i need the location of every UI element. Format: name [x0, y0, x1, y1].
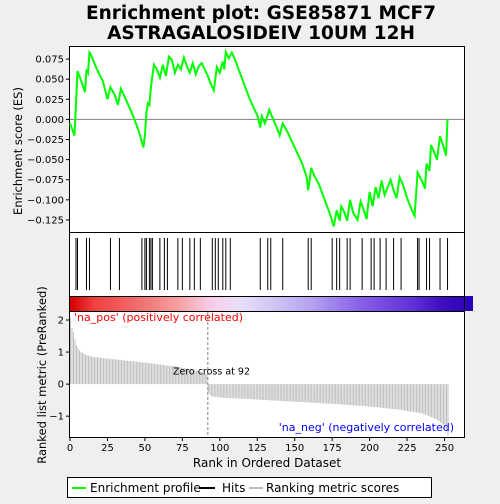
rank-x-tick-label: 200	[360, 443, 379, 454]
rank-y-tick-label: −1	[49, 412, 64, 423]
pos-correlated-label: 'na_pos' (positively correlated)	[74, 311, 243, 324]
hits-group	[75, 238, 449, 290]
rank-x-tick-label: 125	[248, 443, 267, 454]
rank-y-tick-label: 1	[58, 348, 64, 359]
es-y-tick-label: −0.050	[27, 155, 64, 166]
rank-x-tick-label: 250	[435, 443, 454, 454]
rank-x-tick-label: 225	[398, 443, 417, 454]
rank-x-tick-label: 75	[176, 443, 189, 454]
rank-x-tick-label: 25	[101, 443, 114, 454]
rank-x-tick-label: 50	[139, 443, 152, 454]
rank-x-axis-label: Rank in Ordered Dataset	[193, 456, 341, 470]
chart-title-line2: ASTRAGALOSIDEIV 10UM 12H	[107, 23, 415, 44]
es-y-tick-label: −0.125	[27, 215, 64, 226]
rank-y-axis-label: Ranked list metric (PreRanked)	[35, 286, 49, 464]
neg-correlated-label: 'na_neg' (negatively correlated)	[279, 421, 454, 434]
es-y-tick-label: 0.075	[35, 55, 64, 66]
rank-x-axis: 0 25 50 75 100 125 150 175 200 225 250	[67, 437, 454, 454]
rank-y-tick-label: 2	[58, 316, 64, 327]
rank-x-tick-label: 150	[285, 443, 304, 454]
es-y-tick-label: 0.025	[35, 95, 64, 106]
es-y-tick-label: −0.100	[27, 195, 64, 206]
es-y-tick-label: 0.050	[35, 75, 64, 86]
hits-panel-frame	[69, 232, 465, 297]
rank-x-tick-label: 100	[210, 443, 229, 454]
rank-x-tick-label: 0	[67, 443, 73, 454]
es-y-tick-label: −0.025	[27, 135, 64, 146]
rank-y-axis: 2 1 0 −1	[49, 316, 70, 423]
es-panel-frame	[69, 46, 465, 233]
legend-hits-label: Hits	[222, 481, 245, 495]
es-y-tick-label: 0.000	[35, 115, 64, 126]
rank-y-tick-label: 0	[58, 380, 64, 391]
legend-enrichment-label: Enrichment profile	[90, 481, 201, 495]
ranking-metric-bars	[70, 318, 449, 436]
legend-metric-label: Ranking metric scores	[266, 481, 399, 495]
chart-title-line1: Enrichment plot: GSE85871 MCF7	[86, 3, 436, 24]
es-y-tick-label: −0.075	[27, 175, 64, 186]
es-y-axis-label: Enrichment score (ES)	[11, 87, 25, 215]
es-y-axis: 0.075 0.050 0.025 0.000 −0.025 −0.050 −0.075 −0…	[27, 55, 70, 226]
zero-cross-label: Zero cross at 92	[173, 367, 250, 378]
enrichment-profile-line	[69, 47, 449, 227]
ranked-heatmap-bar	[70, 296, 473, 311]
rank-x-tick-label: 175	[323, 443, 342, 454]
